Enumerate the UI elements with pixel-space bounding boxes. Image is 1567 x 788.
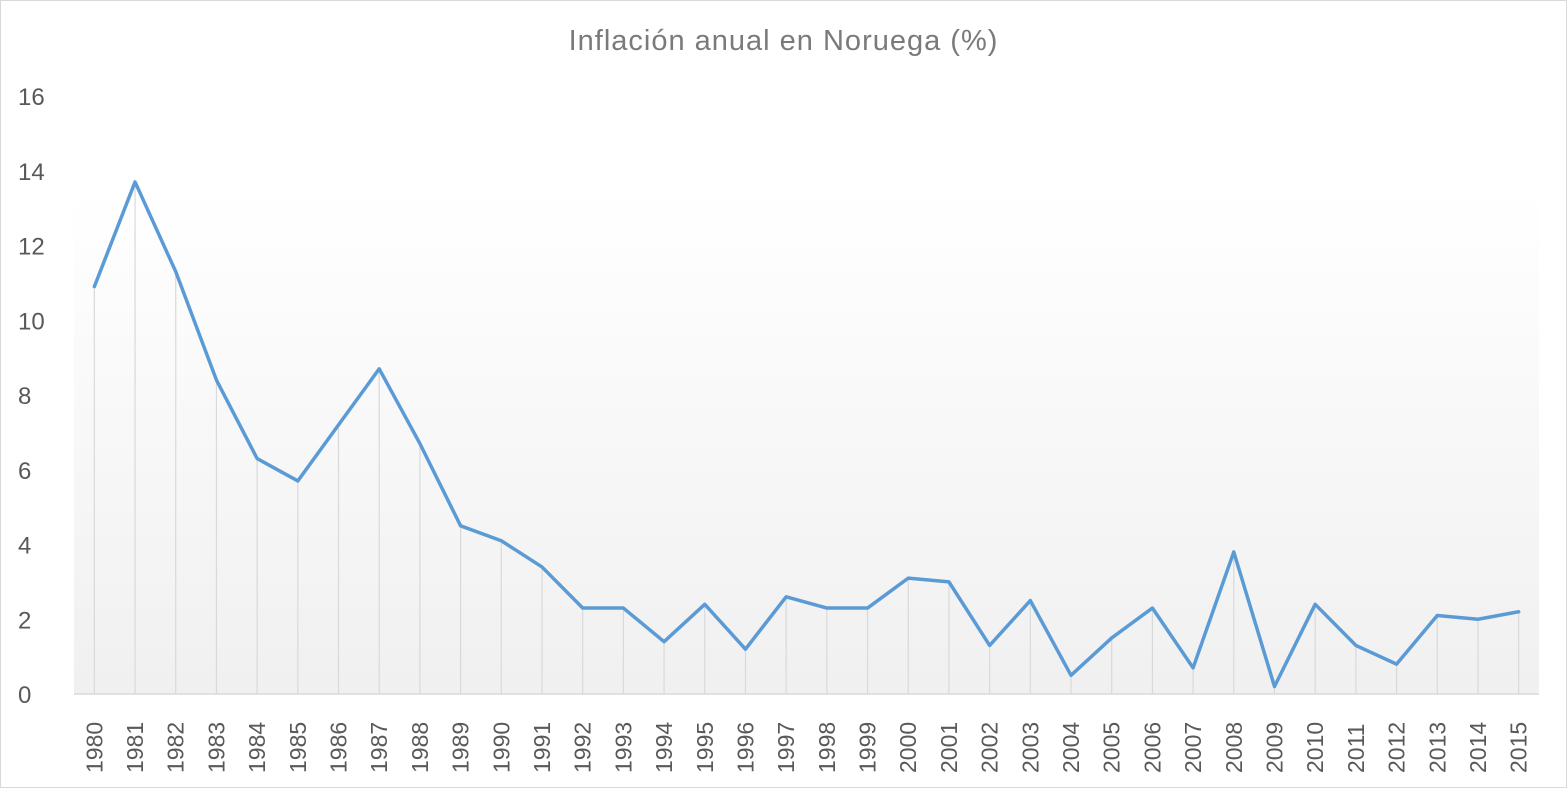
x-tick-label: 2005 — [1099, 722, 1125, 773]
x-tick-label: 1986 — [326, 722, 352, 773]
x-tick-label: 2006 — [1139, 722, 1165, 773]
plot-area-background — [74, 191, 1539, 694]
data-point — [1028, 599, 1032, 603]
y-tick-label: 2 — [18, 607, 31, 634]
data-point — [418, 442, 422, 446]
x-tick-label: 2003 — [1017, 722, 1043, 773]
x-tick-label: 2011 — [1343, 724, 1369, 773]
x-tick-label: 2007 — [1180, 722, 1206, 773]
data-point — [1395, 662, 1399, 666]
x-tick-label: 2010 — [1302, 722, 1328, 773]
data-point — [988, 643, 992, 647]
x-tick-label: 1997 — [773, 722, 799, 773]
data-point — [1272, 685, 1276, 689]
data-point — [255, 457, 259, 461]
data-point — [1191, 666, 1195, 670]
x-tick-label: 1983 — [203, 722, 229, 773]
data-point — [92, 285, 96, 289]
x-tick-label: 1980 — [81, 722, 107, 773]
y-tick-label: 10 — [18, 308, 45, 335]
x-tick-label: 2008 — [1221, 722, 1247, 773]
data-point — [866, 606, 870, 610]
chart-title: Inflación anual en Noruega (%) — [568, 25, 999, 57]
x-tick-label: 1992 — [570, 722, 596, 773]
data-point — [1354, 643, 1358, 647]
x-tick-label: 2009 — [1261, 722, 1287, 773]
x-tick-label: 1990 — [488, 722, 514, 773]
y-tick-label: 0 — [18, 682, 31, 709]
x-tick-label: 2015 — [1506, 722, 1532, 773]
x-tick-label: 1991 — [529, 722, 555, 773]
data-point — [947, 580, 951, 584]
data-point — [825, 606, 829, 610]
x-tick-label: 2004 — [1058, 722, 1084, 773]
x-tick-label: 1996 — [732, 722, 758, 773]
x-tick-label: 1984 — [244, 722, 270, 773]
x-tick-label: 2001 — [936, 722, 962, 773]
data-point — [743, 647, 747, 651]
data-point — [906, 576, 910, 580]
data-point — [174, 270, 178, 274]
x-tick-label: 1999 — [855, 722, 881, 773]
data-point — [621, 606, 625, 610]
data-point — [214, 378, 218, 382]
data-point — [377, 367, 381, 371]
data-point — [296, 479, 300, 483]
data-point — [1232, 550, 1236, 554]
x-tick-label: 1994 — [651, 722, 677, 773]
series-line — [92, 180, 1521, 689]
data-point — [1476, 617, 1480, 621]
data-point — [1313, 602, 1317, 606]
data-point — [662, 640, 666, 644]
x-tick-label: 2012 — [1384, 722, 1410, 773]
x-tick-label: 1985 — [285, 722, 311, 773]
data-point — [703, 602, 707, 606]
x-tick-label: 1995 — [692, 722, 718, 773]
data-point — [133, 180, 137, 184]
x-tick-label: 1998 — [814, 722, 840, 773]
x-tick-label: 2013 — [1424, 722, 1450, 773]
y-tick-label: 12 — [18, 234, 45, 261]
data-point — [1435, 614, 1439, 618]
x-tick-label: 1981 — [122, 722, 148, 773]
y-tick-label: 4 — [18, 533, 31, 560]
y-tick-label: 14 — [18, 159, 45, 186]
y-tick-label: 6 — [18, 458, 31, 485]
x-tick-label: 2002 — [977, 722, 1003, 773]
data-point — [1110, 636, 1114, 640]
x-tick-label: 2014 — [1465, 722, 1491, 773]
data-point — [1069, 673, 1073, 677]
x-tick-label: 1989 — [448, 722, 474, 773]
data-point — [337, 423, 341, 427]
data-point — [581, 606, 585, 610]
x-tick-label: 1988 — [407, 722, 433, 773]
data-point — [499, 539, 503, 543]
y-tick-label: 8 — [18, 383, 31, 410]
data-point — [1517, 610, 1521, 614]
data-point — [459, 524, 463, 528]
x-tick-label: 1987 — [366, 722, 392, 773]
x-tick-label: 1982 — [163, 722, 189, 773]
data-point — [784, 595, 788, 599]
x-tick-label: 2000 — [895, 722, 921, 773]
data-point — [1150, 606, 1154, 610]
data-point — [540, 565, 544, 569]
x-tick-label: 1993 — [610, 722, 636, 773]
y-tick-label: 16 — [18, 84, 45, 111]
